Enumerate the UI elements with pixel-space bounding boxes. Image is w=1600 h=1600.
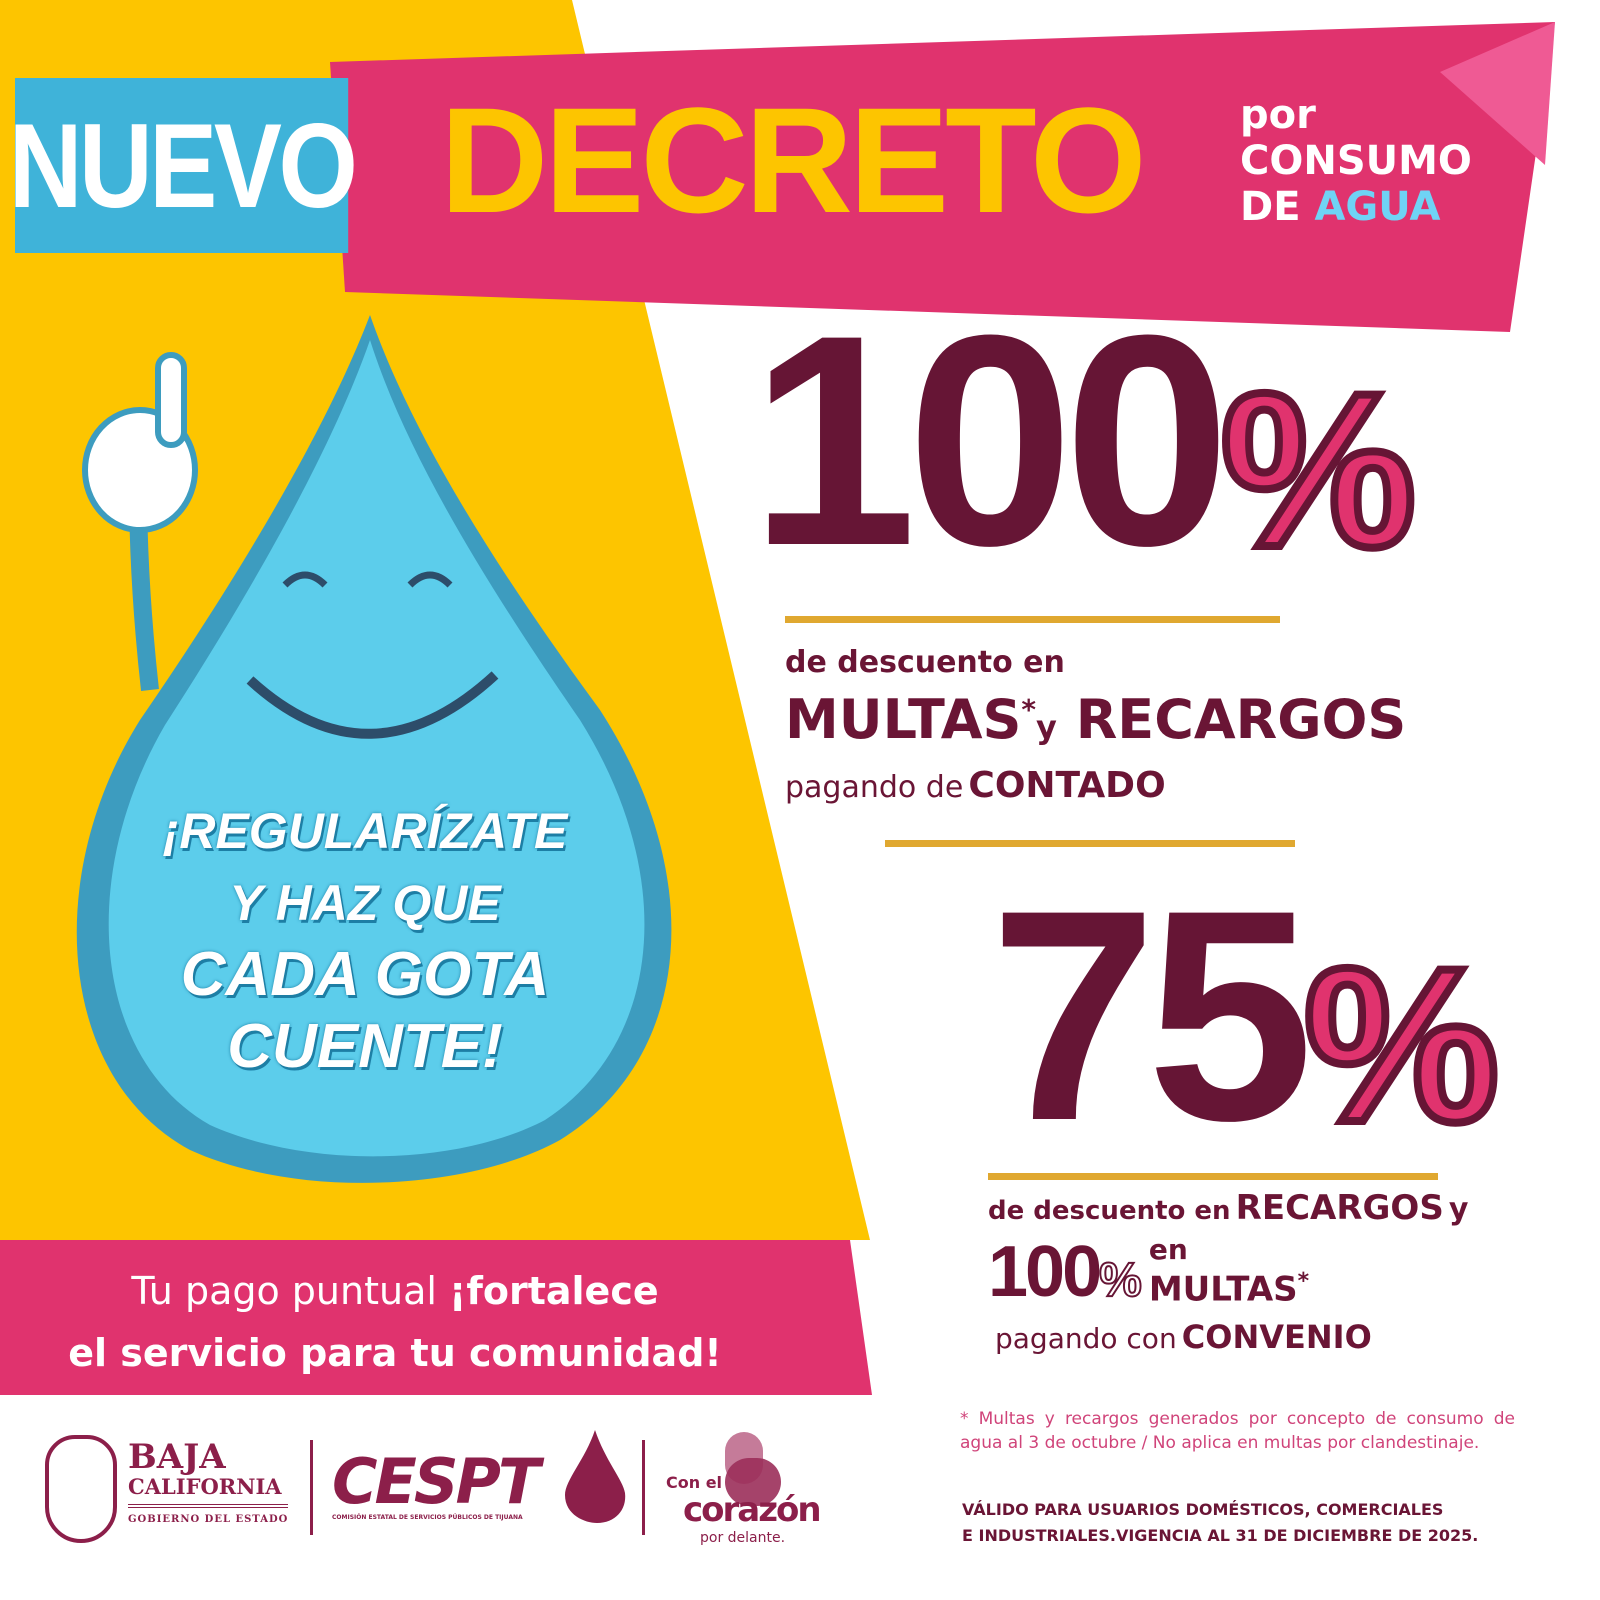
agua-text: AGUA xyxy=(1314,184,1441,230)
divider xyxy=(988,1173,1438,1180)
logo-text: GOBIERNO DEL ESTADO xyxy=(128,1514,289,1525)
offer2-value2: 100% xyxy=(988,1236,1143,1308)
offer2-line3: pagando con CONVENIO xyxy=(995,1318,1372,1356)
descuento-text: de descuento en xyxy=(988,1196,1231,1226)
pink-bottom-banner xyxy=(0,1240,872,1395)
slogan-line: CUENTE! xyxy=(227,1012,503,1081)
banner-fold xyxy=(1440,22,1555,165)
banner-text-bold: el servicio para tu comunidad! xyxy=(68,1331,722,1375)
y-text: y xyxy=(1036,708,1057,746)
convenio-text: CONVENIO xyxy=(1181,1318,1372,1356)
pink-top-banner xyxy=(330,22,1555,332)
consumo-text: CONSUMO xyxy=(1240,138,1472,184)
percent2-text: % xyxy=(1098,1254,1143,1307)
logo-text: BAJA xyxy=(128,1437,226,1477)
recargos-text: RECARGOS xyxy=(1235,1188,1444,1228)
offer2-value: 75 xyxy=(990,847,1314,1183)
corazon-2: corazón xyxy=(683,1490,822,1530)
offer1-line2: MULTAS*y RECARGOS xyxy=(785,688,1406,751)
mascot-slogan: ¡REGULARÍZATE Y HAZ QUE CADA GOTA CUENTE… xyxy=(115,795,615,1083)
footnote: * Multas y recargos generados por concep… xyxy=(960,1407,1515,1455)
multas-text: MULTAS xyxy=(785,688,1022,751)
offer1-line3: pagando de CONTADO xyxy=(785,765,1166,806)
offer2-line2: 100% en MULTAS* xyxy=(988,1236,1309,1308)
divider xyxy=(310,1440,313,1535)
de-text: DE xyxy=(1240,184,1301,230)
divider xyxy=(785,616,1280,623)
cespt-logo: CESPT COMISIÓN ESTATAL DE SERVICIOS PÚBL… xyxy=(332,1445,540,1522)
nuevo-label: NUEVO xyxy=(9,78,358,253)
offer1-value: 100 xyxy=(750,272,1231,608)
validity-line: E INDUSTRIALES.VIGENCIA AL 31 DE DICIEMB… xyxy=(962,1526,1479,1545)
value2-text: 100 xyxy=(988,1232,1102,1312)
baja-california-shield-icon xyxy=(45,1435,117,1543)
bottom-banner-text: Tu pago puntual ¡fortalece el servicio p… xyxy=(0,1260,790,1384)
water-drop-mascot xyxy=(76,315,672,1183)
pagando-text: pagando de xyxy=(785,770,964,805)
slogan-line: ¡REGULARÍZATE xyxy=(162,803,568,859)
asterisk: * xyxy=(960,1409,969,1429)
pagando-text: pagando con xyxy=(995,1322,1177,1355)
offer2-line1: de descuento en RECARGOS y xyxy=(988,1188,1469,1228)
heart-icon xyxy=(725,1432,781,1506)
validity-note: VÁLIDO PARA USUARIOS DOMÉSTICOS, COMERCI… xyxy=(962,1497,1478,1549)
subtitle: por CONSUMO DE AGUA xyxy=(1240,92,1472,230)
offer1-line1: de descuento en xyxy=(785,645,1065,680)
y-text: y xyxy=(1448,1192,1469,1227)
cespt-drop-icon xyxy=(565,1430,626,1523)
divider xyxy=(885,840,1295,847)
multas-text: MULTAS xyxy=(1148,1269,1298,1310)
validity-line: VÁLIDO PARA USUARIOS DOMÉSTICOS, COMERCI… xyxy=(962,1500,1444,1519)
contado-text: CONTADO xyxy=(968,765,1166,806)
asterisk: * xyxy=(1021,693,1037,726)
logo-text: COMISIÓN ESTATAL DE SERVICIOS PÚBLICOS D… xyxy=(332,1514,523,1521)
offer1-percent: % xyxy=(1217,347,1421,593)
decreto-title: DECRETO xyxy=(440,76,1147,244)
offer2-figure: 75 % xyxy=(990,847,1504,1183)
corazon-3: por delante. xyxy=(700,1530,786,1546)
corazon-1: Con el xyxy=(666,1473,723,1492)
offer1-figure: 100 % xyxy=(750,272,1421,608)
banner-text-bold: ¡fortalece xyxy=(449,1269,659,1313)
slogan-line: Y HAZ QUE xyxy=(229,875,501,931)
por-text: por xyxy=(1240,92,1316,138)
baja-california-logo: BAJA CALIFORNIA GOBIERNO DEL ESTADO xyxy=(128,1437,289,1525)
logo-text: CALIFORNIA xyxy=(128,1474,289,1508)
footnote-text: Multas y recargos generados por concepto… xyxy=(960,1409,1515,1453)
offer2-percent: % xyxy=(1300,922,1504,1168)
divider xyxy=(642,1440,645,1535)
asterisk: * xyxy=(1297,1269,1310,1295)
offer2-multas: MULTAS* xyxy=(1149,1264,1309,1307)
logo-text: CESPT xyxy=(332,1445,540,1518)
banner-text: Tu pago puntual xyxy=(131,1269,437,1313)
offer2-en-multas: en MULTAS* xyxy=(1148,1233,1309,1308)
slogan-line: CADA GOTA xyxy=(180,940,550,1009)
recargos-text: RECARGOS xyxy=(1075,688,1407,751)
en-text: en xyxy=(1148,1233,1188,1267)
